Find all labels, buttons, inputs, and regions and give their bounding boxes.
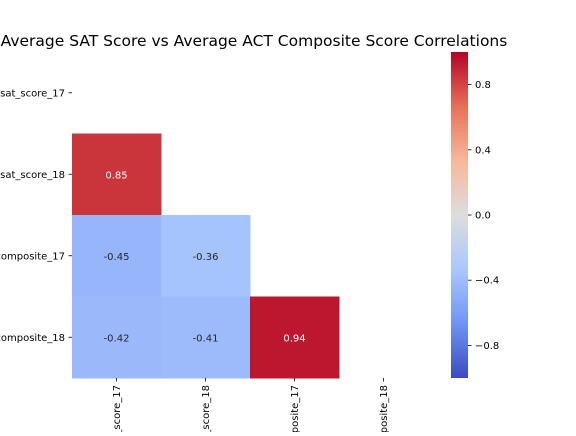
x-tick-label: sat_score_17 xyxy=(112,385,123,432)
cell-value-label: 0.94 xyxy=(283,333,305,344)
y-tick-label: composite_18 xyxy=(0,333,65,344)
heatmap-cell xyxy=(72,296,162,379)
heatmap-cell xyxy=(72,133,162,216)
heatmap-cell xyxy=(161,215,251,297)
heatmap-cell xyxy=(250,296,340,379)
chart-title: Average SAT Score vs Average ACT Composi… xyxy=(1,32,508,50)
y-axis: sat_score_17 sat_score_18 composite_17comp… xyxy=(0,88,72,344)
colorbar-tick-label: 0.4 xyxy=(475,145,491,156)
y-tick-label: composite_17 xyxy=(0,251,65,262)
colorbar-tick-label: 0.0 xyxy=(475,211,491,222)
colorbar-gradient xyxy=(451,52,468,378)
heatmap-cells: 0.85 -0.45 -0.36 -0.42 -0.41 0.94 xyxy=(72,133,340,379)
x-tick-label: sat_score_18 xyxy=(201,385,212,432)
colorbar-tick-label: 0.8 xyxy=(475,80,491,91)
colorbar-tick-label: −0.4 xyxy=(475,276,499,287)
x-axis: sat_score_17 sat_score_18 composite_17 comp… xyxy=(112,378,390,436)
heatmap-cell xyxy=(161,296,251,379)
colorbar-tick-label: −0.8 xyxy=(475,341,499,352)
cell-value-label: -0.42 xyxy=(104,333,130,344)
x-tick-label: composite_17 xyxy=(290,385,301,432)
y-tick-label: sat_score_18 xyxy=(0,170,65,181)
x-tick-label: composite_18 xyxy=(379,385,390,432)
colorbar: 0.8 0.4 0.0 −0.4 −0.8 xyxy=(451,52,499,378)
cell-value-label: -0.45 xyxy=(104,252,130,263)
heatmap-cell xyxy=(72,215,162,297)
cell-value-label: -0.36 xyxy=(193,252,219,263)
cell-value-label: -0.41 xyxy=(193,333,219,344)
y-tick-label: sat_score_17 xyxy=(0,88,65,99)
cell-value-label: 0.85 xyxy=(105,170,127,181)
